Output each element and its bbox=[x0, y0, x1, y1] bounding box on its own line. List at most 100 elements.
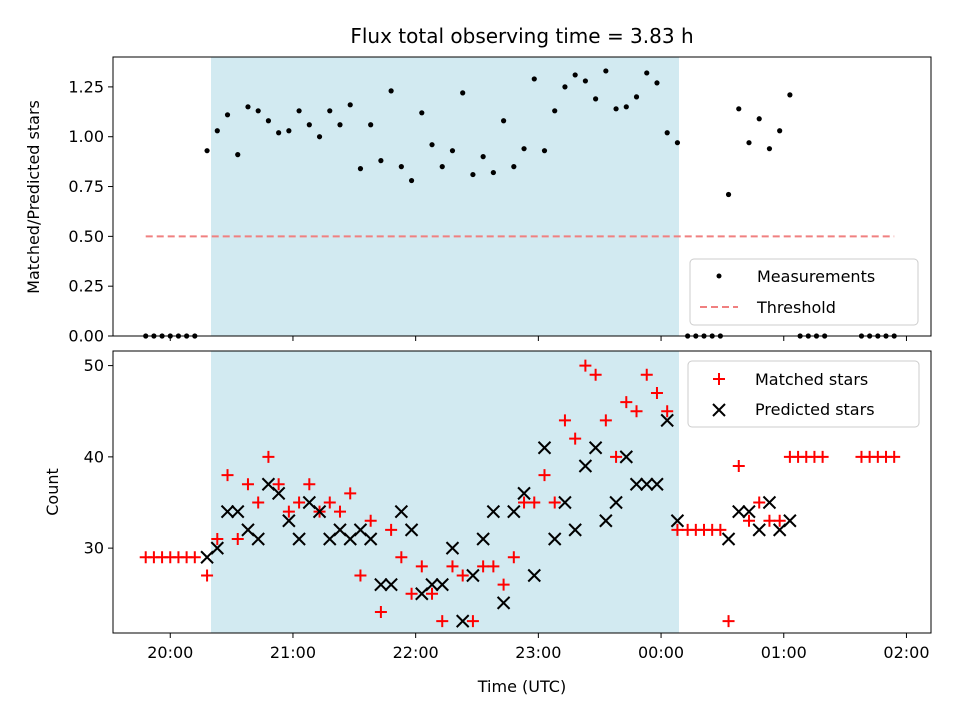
measurement-point bbox=[500, 118, 507, 124]
bottom-x-tick-label: 00:00 bbox=[638, 643, 684, 662]
measurement-point bbox=[593, 96, 599, 102]
bottom-panel: 30 40 50 20:00 21:00 22:00 23:00 00:00 01:00 02:… bbox=[43, 350, 932, 696]
top-y-axis-label: Matched/Predicted stars bbox=[24, 100, 43, 294]
top-axes-frame bbox=[112, 56, 932, 337]
bottom-x-tick-label: 21:00 bbox=[270, 643, 316, 662]
measurement-point bbox=[674, 140, 681, 146]
matched-star-point bbox=[415, 560, 428, 573]
predicted-star-point bbox=[445, 541, 460, 555]
top-y-tick-label: 0.25 bbox=[68, 277, 104, 296]
measurement-point bbox=[633, 94, 640, 100]
measurement-point bbox=[388, 88, 394, 94]
predicted-star-point bbox=[384, 577, 398, 592]
predicted-star-point bbox=[404, 523, 419, 537]
measurement-point bbox=[204, 148, 210, 154]
matched-star-point bbox=[323, 496, 336, 509]
top-x-ticks bbox=[169, 336, 907, 341]
bottom-x-tick-label: 02:00 bbox=[883, 643, 929, 662]
matched-star-point bbox=[395, 551, 408, 564]
matched-star-point bbox=[426, 587, 439, 600]
bottom-x-tick-label: 22:00 bbox=[393, 643, 439, 662]
predicted-star-point bbox=[455, 614, 470, 628]
predicted-star-point bbox=[527, 568, 541, 583]
predicted-star-point bbox=[363, 532, 378, 546]
predicted-star-point bbox=[231, 504, 245, 519]
bottom-legend-box bbox=[687, 360, 920, 428]
predicted-star-point bbox=[548, 532, 562, 546]
predicted-star-point bbox=[282, 514, 296, 528]
predicted-star-point bbox=[660, 413, 674, 428]
predicted-star-point bbox=[629, 477, 644, 491]
measurement-point bbox=[725, 191, 732, 198]
predicted-star-point bbox=[466, 568, 480, 583]
bottom-y-tick-label: 30 bbox=[84, 539, 104, 558]
measurement-point bbox=[327, 108, 333, 114]
measurement-point bbox=[265, 118, 272, 124]
matched-star-point bbox=[763, 514, 776, 527]
matched-star-point bbox=[558, 414, 571, 427]
measurement-point bbox=[531, 76, 537, 82]
predicted-star-point bbox=[609, 495, 623, 510]
matched-star-point bbox=[620, 396, 633, 409]
measurement-point bbox=[787, 92, 793, 98]
predicted-star-point bbox=[425, 577, 439, 592]
measurement-point bbox=[777, 128, 783, 134]
matched-star-point bbox=[252, 496, 265, 509]
measurement-point bbox=[439, 164, 445, 170]
matched-star-point bbox=[272, 478, 285, 491]
bottom-x-ticks: 20:00 21:00 22:00 23:00 00:00 01:00 02:00 bbox=[147, 633, 930, 662]
matched-star-point bbox=[538, 469, 551, 482]
matched-star-point bbox=[436, 615, 449, 628]
matched-star-point bbox=[282, 505, 295, 518]
matched-star-point bbox=[231, 533, 244, 545]
predicted-star-point bbox=[476, 532, 490, 546]
matched-star-point bbox=[773, 514, 786, 527]
legend-label-threshold: Threshold bbox=[756, 298, 836, 317]
matched-star-point bbox=[446, 560, 459, 573]
bottom-legend: Matched stars Predicted stars bbox=[687, 360, 920, 428]
predicted-star-point bbox=[292, 532, 306, 546]
matched-star-point bbox=[579, 359, 592, 372]
measurement-point bbox=[541, 148, 548, 154]
measurement-point bbox=[746, 140, 752, 146]
measurement-point bbox=[408, 177, 415, 184]
measurement-point bbox=[368, 122, 374, 128]
matched-star-point bbox=[211, 533, 224, 545]
matched-star-point bbox=[466, 615, 479, 628]
measurement-point bbox=[316, 134, 323, 140]
measurement-point bbox=[357, 166, 364, 172]
bottom-y-ticks: 30 40 50 bbox=[84, 356, 113, 558]
matched-star-point bbox=[507, 551, 520, 564]
predicted-star-point bbox=[721, 532, 736, 546]
measurement-point bbox=[623, 104, 629, 110]
measurement-point bbox=[398, 164, 404, 170]
matched-star-point bbox=[477, 560, 490, 573]
matched-star-point bbox=[385, 523, 398, 536]
top-legend-box bbox=[689, 258, 919, 326]
measurement-point bbox=[214, 128, 220, 134]
predicted-star-point bbox=[271, 486, 286, 501]
bottom-x-tick-label: 01:00 bbox=[761, 643, 807, 662]
predicted-star-point bbox=[568, 523, 582, 537]
bottom-y-tick-label: 40 bbox=[84, 447, 104, 466]
predicted-star-point bbox=[619, 450, 634, 464]
predicted-star-point bbox=[732, 504, 746, 519]
measurement-point bbox=[419, 110, 425, 116]
bottom-axes-frame bbox=[112, 350, 932, 634]
matched-star-point bbox=[569, 432, 582, 445]
measurement-point bbox=[255, 108, 261, 114]
predicted-star-point bbox=[742, 504, 756, 519]
predicted-star-point bbox=[537, 441, 552, 455]
matched-star-point bbox=[405, 587, 418, 600]
predicted-star-point bbox=[762, 495, 777, 510]
matched-star-point bbox=[188, 551, 201, 564]
matched-star-point bbox=[333, 505, 346, 518]
predicted-star-point bbox=[588, 441, 603, 455]
matched-star-point bbox=[303, 478, 316, 491]
predicted-star-point bbox=[312, 504, 327, 519]
matched-star-point bbox=[344, 487, 357, 500]
matched-star-point bbox=[732, 459, 745, 472]
predicted-star-point bbox=[640, 477, 654, 491]
bottom-x-tick-label: 20:00 bbox=[147, 643, 193, 662]
